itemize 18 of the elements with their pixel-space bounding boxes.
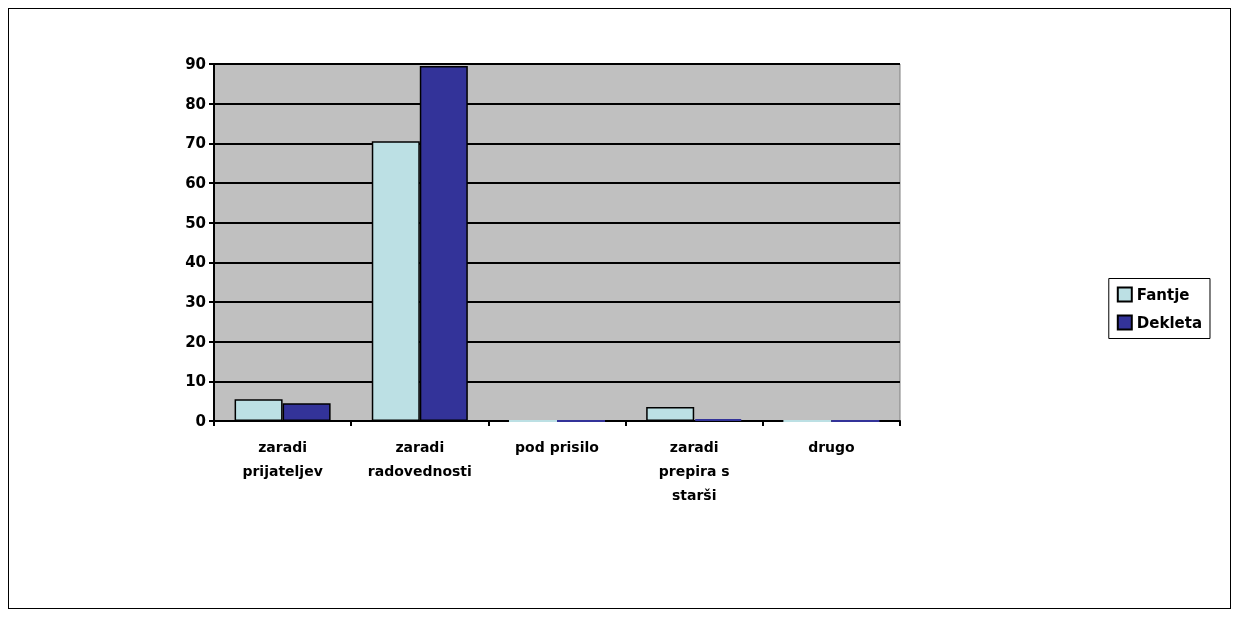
legend-label: Dekleta [1136,313,1203,332]
y-tick-label: 20 [185,332,206,351]
x-tick-label: drugo [808,439,856,455]
y-tick-label: 30 [185,293,206,311]
y-tick-label: 60 [185,174,206,192]
x-tick-label: zaradi prepira s starši [658,439,730,503]
y-tick-label: 90 [185,55,206,73]
legend-label: Fantje [1136,285,1190,304]
x-tick-label: zaradi prijateljev [242,439,323,479]
x-tick-label: zaradi radovednosti [367,439,472,479]
y-tick-label: 80 [185,94,206,113]
bar [646,407,695,421]
y-tick-label: 0 [195,412,206,430]
x-tick-label: pod prisilo [515,439,600,455]
y-tick-label: 10 [185,372,206,391]
y-tick-label: 40 [185,253,206,272]
y-tick-label: 70 [185,134,206,153]
y-tick-label: 50 [185,213,206,232]
